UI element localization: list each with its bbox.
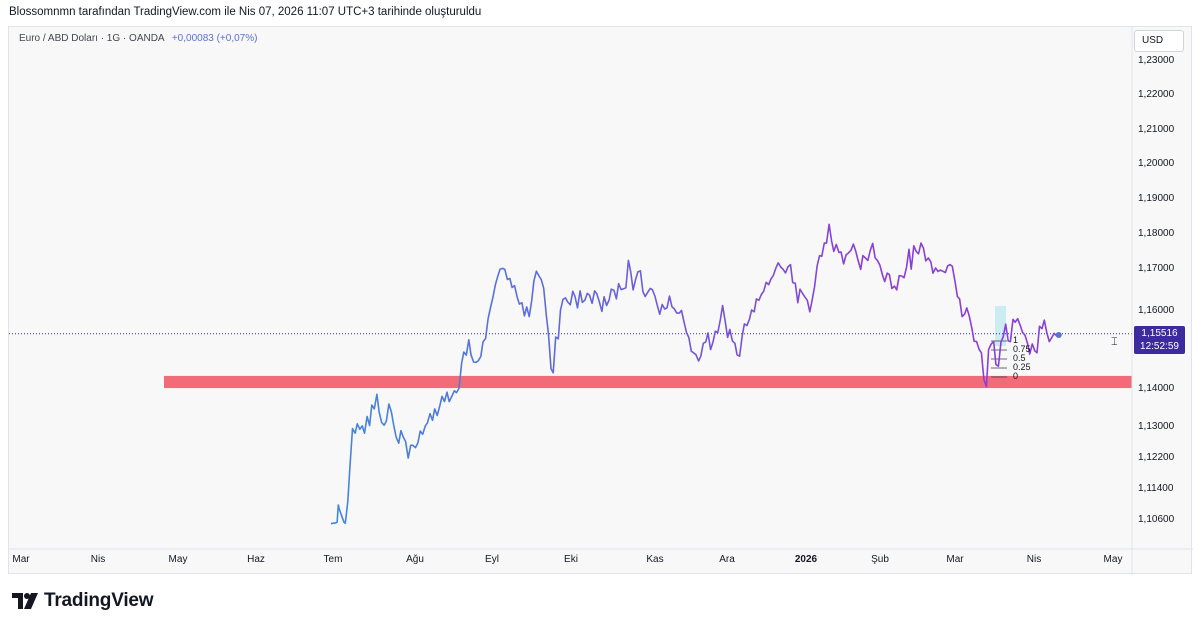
fib-highlight-box[interactable] xyxy=(995,306,1006,346)
time-axis-tick-label: Ara xyxy=(719,554,735,565)
fib-level-label: 0.75 xyxy=(1013,344,1031,354)
support-zone[interactable] xyxy=(164,375,1132,389)
time-axis-tick-label: Kas xyxy=(646,554,664,565)
price-axis-tick-label: 1,19000 xyxy=(1138,193,1175,204)
time-axis-tick-label: Şub xyxy=(871,554,889,565)
tradingview-logo-icon xyxy=(12,593,38,609)
price-axis-tick-label: 1,13000 xyxy=(1138,421,1175,432)
last-price-label: 1,15516 12:52:59 xyxy=(1134,326,1185,354)
price-axis-tick-label: 1,10600 xyxy=(1138,514,1175,525)
time-axis-tick-label: Eyl xyxy=(485,554,499,565)
fib-level-label: 0.25 xyxy=(1013,362,1031,372)
time-axis-tick-label: Eki xyxy=(564,554,578,565)
chart-pane[interactable] xyxy=(8,26,1193,575)
tradingview-logo[interactable]: TradingView xyxy=(12,590,154,612)
measure-icon[interactable]: ⌶ xyxy=(1111,336,1118,348)
time-axis-tick-label: Nis xyxy=(90,554,106,565)
time-axis-tick-label: 2026 xyxy=(794,554,818,565)
last-price-dot xyxy=(1055,331,1062,338)
time-axis-tick-label: Ağu xyxy=(406,554,424,565)
bar-countdown: 12:52:59 xyxy=(1140,341,1179,352)
price-axis-tick-label: 1,11400 xyxy=(1138,483,1174,494)
price-axis-tick-label: 1,20000 xyxy=(1138,158,1175,169)
price-series-line xyxy=(330,223,1060,525)
currency-selector[interactable]: USD xyxy=(1134,30,1184,52)
price-axis-tick-label: 1,16000 xyxy=(1138,305,1175,316)
symbol-legend[interactable]: Euro / ABD Doları · 1G · OANDA +0,00083 … xyxy=(19,33,257,44)
time-axis-tick-label: Nis xyxy=(1026,554,1042,565)
price-axis-tick-label: 1,12200 xyxy=(1138,452,1175,463)
price-axis-tick-label: 1,18000 xyxy=(1138,228,1175,239)
price-axis-tick-label: 1,14000 xyxy=(1138,383,1175,394)
fib-level-label: 1 xyxy=(1013,335,1019,345)
time-axis-tick-label: Mar xyxy=(946,554,964,565)
time-axis-tick-label: May xyxy=(1103,554,1123,565)
chart-attribution-caption: Blossomnmn tarafından TradingView.com il… xyxy=(9,6,482,18)
price-axis-tick-label: 1,17000 xyxy=(1138,263,1175,274)
price-axis-tick-label: 1,21000 xyxy=(1138,124,1175,135)
time-axis-tick-label: Haz xyxy=(247,554,265,565)
fib-level-label: 0 xyxy=(1013,371,1019,381)
price-axis-tick-label: 1,22000 xyxy=(1138,89,1175,100)
tradingview-wordmark: TradingView xyxy=(44,590,154,611)
time-axis-tick-label: May xyxy=(168,554,188,565)
fib-level-label: 0.5 xyxy=(1013,353,1026,363)
time-axis-tick-label: Tem xyxy=(323,554,343,565)
price-chart[interactable] xyxy=(9,27,1193,575)
price-change: +0,00083 (+0,07%) xyxy=(171,33,258,44)
time-axis-tick-label: Mar xyxy=(12,554,30,565)
symbol-name[interactable]: Euro / ABD Doları · 1G · OANDA xyxy=(19,33,165,44)
price-axis-tick-label: 1,23000 xyxy=(1138,55,1175,66)
last-price-value: 1,15516 xyxy=(1141,328,1178,339)
